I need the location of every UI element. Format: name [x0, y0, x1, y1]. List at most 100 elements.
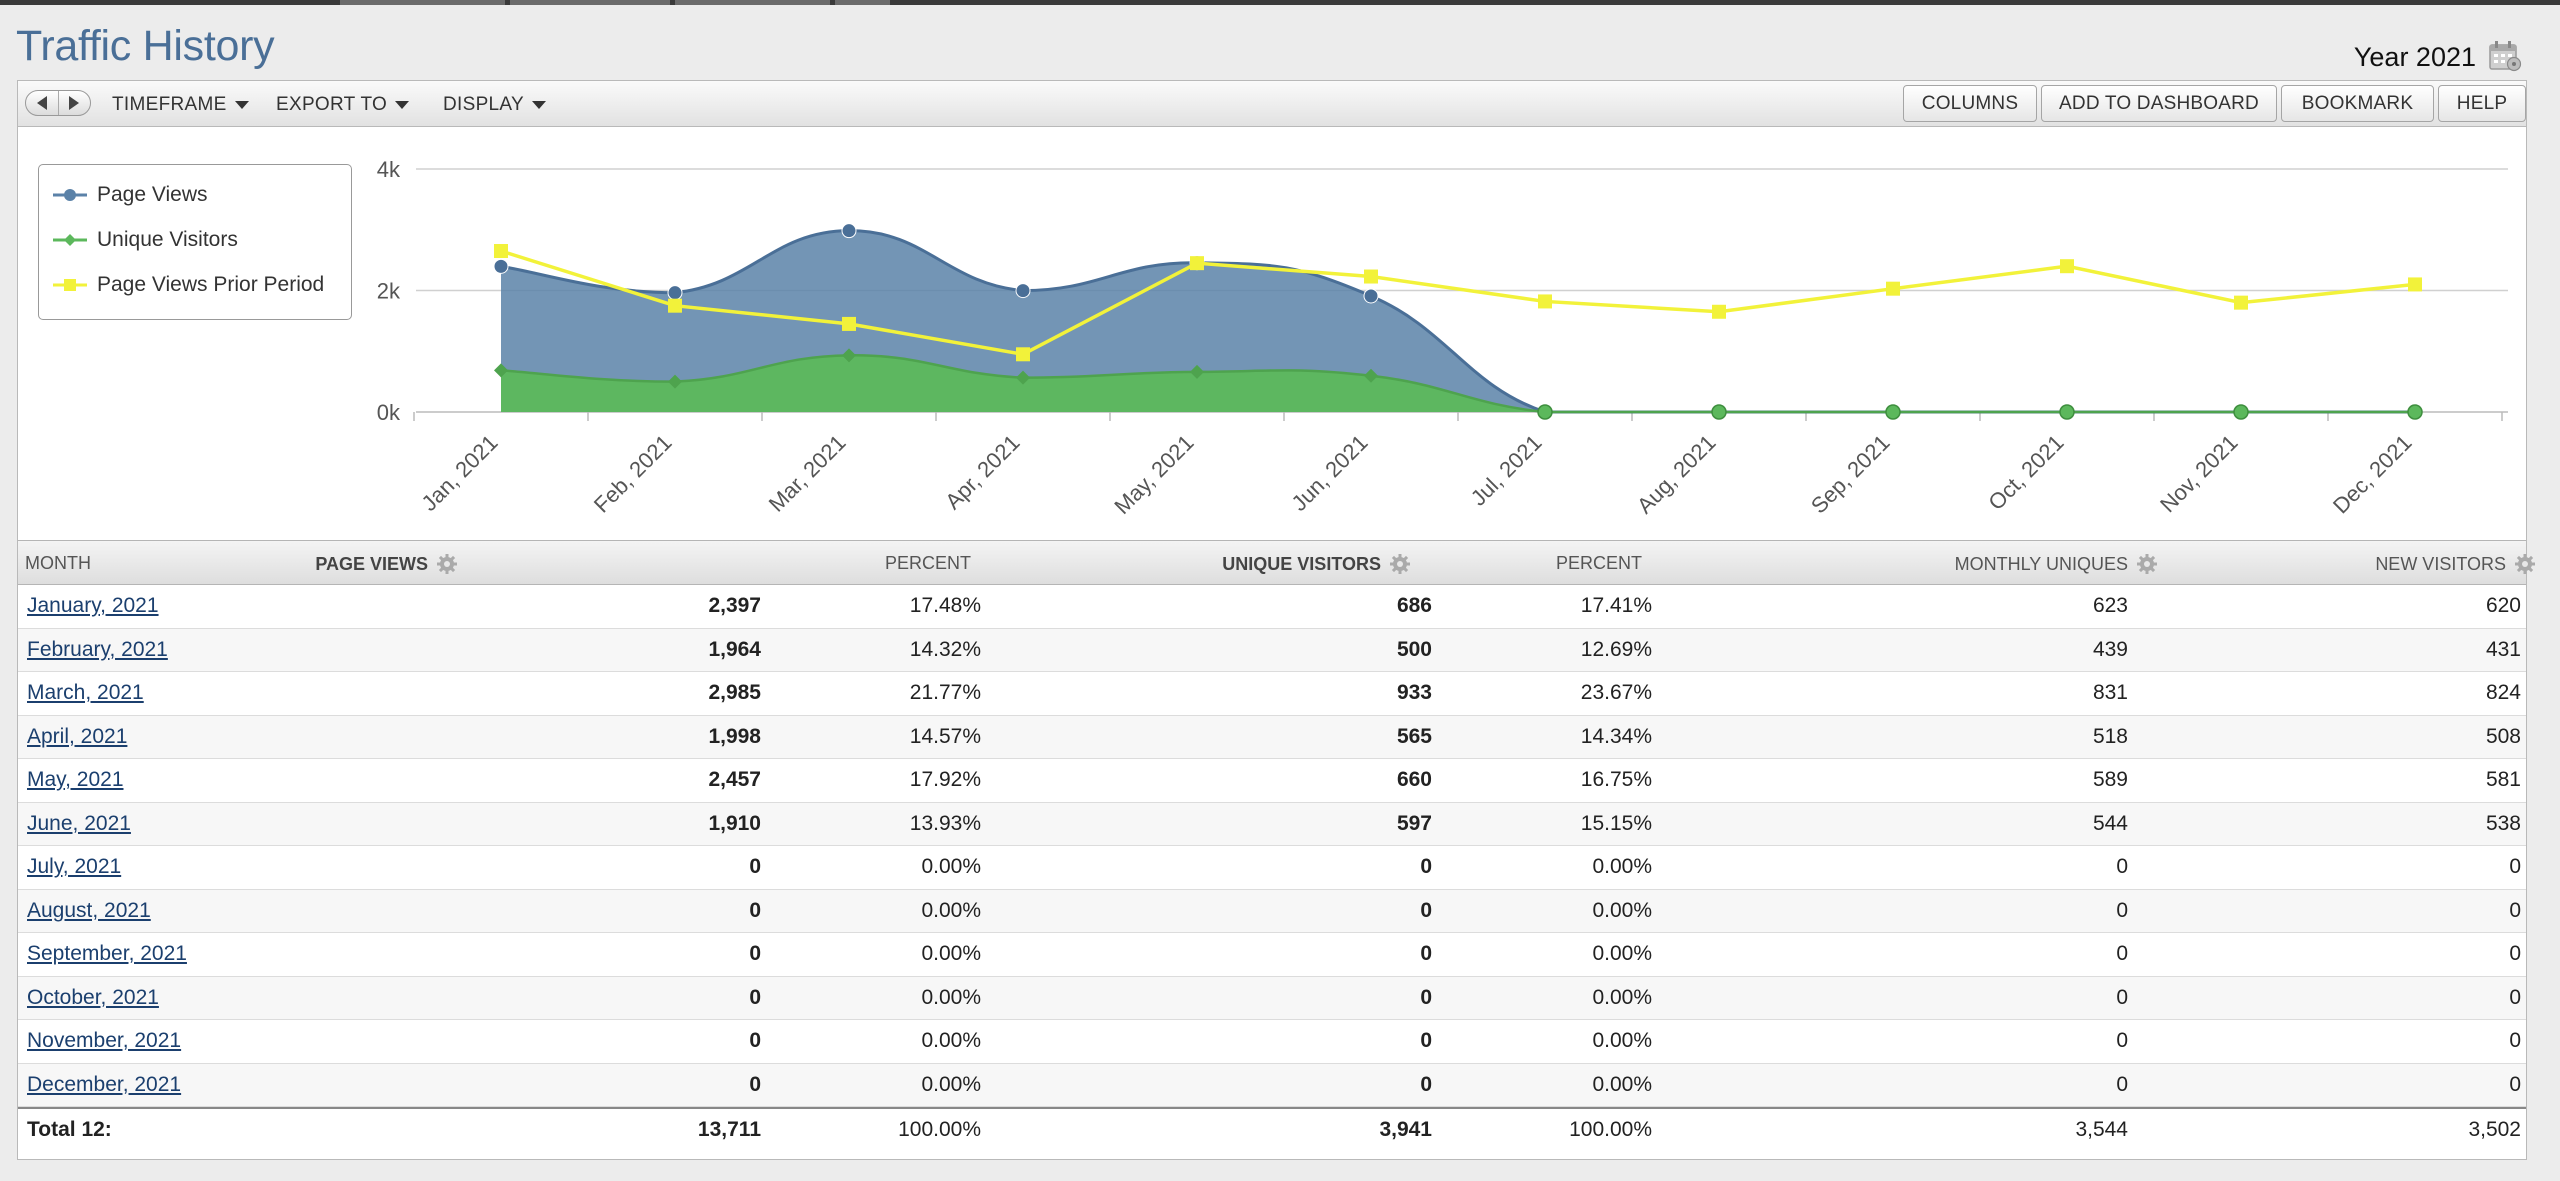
new-visitors-cell: 0 — [2509, 1029, 2521, 1052]
previous-arrow-icon[interactable] — [26, 91, 59, 115]
new-visitors-cell: 824 — [2485, 681, 2521, 704]
month-link[interactable]: April, 2021 — [27, 724, 128, 748]
chevron-down-icon — [395, 101, 410, 109]
top-tab[interactable] — [675, 0, 830, 5]
next-arrow-icon[interactable] — [59, 91, 91, 115]
page-views-cell: 1,998 — [708, 724, 761, 748]
month-link[interactable]: August, 2021 — [27, 898, 151, 922]
page-views-point — [1363, 288, 1379, 304]
total-monthly-uniques: 3,544 — [2075, 1118, 2128, 1141]
header-unique-visitors[interactable]: UNIQUE VISITORS — [1222, 553, 1411, 575]
page-views-cell: 2,985 — [708, 681, 761, 704]
percent-cell: 17.41% — [1580, 594, 1652, 617]
page-views-cell: 0 — [749, 942, 761, 965]
legend-diamond-marker-icon — [53, 234, 87, 246]
gear-icon[interactable] — [2136, 553, 2158, 575]
top-tab[interactable] — [340, 0, 505, 5]
year-label[interactable]: Year 2021 — [2353, 42, 2476, 72]
top-tab[interactable] — [510, 0, 670, 5]
unique-visitors-area — [501, 355, 2415, 412]
legend-label: Page Views Prior Period — [97, 273, 325, 296]
y-tick-label: 0k — [377, 400, 401, 425]
unique-visitors-cell: 660 — [1396, 768, 1432, 791]
page-views-cell: 0 — [749, 1072, 761, 1096]
month-link[interactable]: December, 2021 — [27, 1072, 182, 1096]
unique-visitors-point — [2233, 404, 2249, 420]
total-page-views: 13,711 — [697, 1118, 761, 1141]
gear-icon[interactable] — [436, 553, 458, 575]
help-button[interactable]: HELP — [2438, 85, 2526, 122]
monthly-uniques-cell: 589 — [2092, 768, 2128, 791]
unique-visitors-cell: 686 — [1396, 594, 1432, 617]
header-percent-1[interactable]: PERCENT — [884, 553, 971, 573]
prior-period-point — [1886, 281, 1900, 296]
percent-cell: 21.77% — [909, 681, 981, 704]
legend-unique-visitors[interactable]: Unique Visitors — [53, 225, 238, 255]
percent-cell: 23.67% — [1580, 681, 1652, 704]
month-link[interactable]: September, 2021 — [27, 942, 187, 965]
display-menu[interactable]: DISPLAY — [443, 94, 546, 116]
gear-icon[interactable] — [2514, 553, 2536, 575]
month-link[interactable]: November, 2021 — [27, 1029, 182, 1052]
month-link[interactable]: July, 2021 — [27, 855, 122, 878]
gear-icon[interactable] — [1389, 553, 1411, 575]
new-visitors-cell: 0 — [2509, 942, 2521, 965]
month-link[interactable]: October, 2021 — [27, 985, 159, 1009]
new-visitors-cell: 508 — [2485, 724, 2521, 748]
new-visitors-cell: 0 — [2509, 855, 2521, 878]
table-row: August, 2021 0 0.00% 0 0.00% 0 0 — [18, 889, 2526, 933]
page-views-cell: 2,457 — [708, 768, 761, 791]
page-views-point — [1015, 283, 1031, 299]
percent-cell: 0.00% — [1592, 898, 1652, 922]
columns-button[interactable]: COLUMNS — [1903, 85, 2037, 122]
percent-cell: 14.34% — [1580, 724, 1652, 748]
toolbar: TIMEFRAME EXPORT TO DISPLAY COLUMNS ADD … — [18, 81, 2526, 127]
prior-period-point — [668, 298, 682, 313]
x-tick-label: Oct, 2021 — [1983, 430, 2068, 515]
header-new-visitors[interactable]: NEW VISITORS — [2375, 553, 2536, 575]
percent-cell: 0.00% — [921, 1029, 981, 1052]
table-row: October, 2021 0 0.00% 0 0.00% 0 0 — [18, 976, 2526, 1020]
page-views-cell: 1,910 — [708, 811, 761, 835]
new-visitors-cell: 431 — [2485, 637, 2521, 661]
unique-visitors-point — [1364, 368, 1378, 383]
percent-cell: 14.57% — [909, 724, 981, 748]
monthly-uniques-cell: 544 — [2092, 811, 2128, 835]
traffic-table: MONTH PAGE VIEWS PERCENT UNIQUE VISITORS… — [18, 540, 2535, 1153]
new-visitors-cell: 0 — [2509, 985, 2521, 1009]
header-percent-2[interactable]: PERCENT — [1555, 553, 1642, 573]
unique-visitors-cell: 0 — [1420, 942, 1432, 965]
monthly-uniques-cell: 623 — [2092, 594, 2128, 617]
month-link[interactable]: March, 2021 — [27, 681, 144, 704]
calendar-icon[interactable] — [2488, 40, 2522, 72]
chevron-down-icon — [234, 101, 249, 109]
percent-cell: 15.15% — [1580, 811, 1652, 835]
timeframe-menu[interactable]: TIMEFRAME — [112, 94, 249, 116]
month-link[interactable]: June, 2021 — [27, 811, 131, 835]
header-month[interactable]: MONTH — [25, 553, 91, 573]
month-link[interactable]: January, 2021 — [27, 594, 159, 617]
x-tick-label: Nov, 2021 — [2155, 430, 2242, 517]
monthly-uniques-cell: 439 — [2092, 637, 2128, 661]
unique-visitors-cell: 597 — [1396, 811, 1432, 835]
header-page-views[interactable]: PAGE VIEWS — [315, 553, 458, 575]
bookmark-button[interactable]: BOOKMARK — [2281, 85, 2434, 122]
legend-label: Unique Visitors — [97, 228, 238, 251]
percent-cell: 0.00% — [1592, 1029, 1652, 1052]
unique-visitors-point — [1190, 364, 1204, 379]
legend-page-views[interactable]: Page Views — [53, 180, 208, 210]
export-menu[interactable]: EXPORT TO — [276, 94, 410, 116]
legend-prior-period[interactable]: Page Views Prior Period — [53, 270, 324, 300]
unique-visitors-point — [1885, 404, 1901, 420]
top-tab[interactable] — [835, 0, 890, 5]
window-top-strip — [0, 0, 2560, 5]
percent-cell: 0.00% — [921, 985, 981, 1009]
monthly-uniques-cell: 0 — [2116, 1029, 2128, 1052]
add-to-dashboard-button[interactable]: ADD TO DASHBOARD — [2041, 85, 2277, 122]
month-link[interactable]: May, 2021 — [27, 768, 124, 791]
period-nav — [25, 90, 91, 116]
monthly-uniques-cell: 0 — [2116, 942, 2128, 965]
table-row: May, 2021 2,457 17.92% 660 16.75% 589 581 — [18, 759, 2526, 803]
header-monthly-uniques[interactable]: MONTHLY UNIQUES — [1955, 553, 2158, 575]
month-link[interactable]: February, 2021 — [27, 637, 168, 661]
